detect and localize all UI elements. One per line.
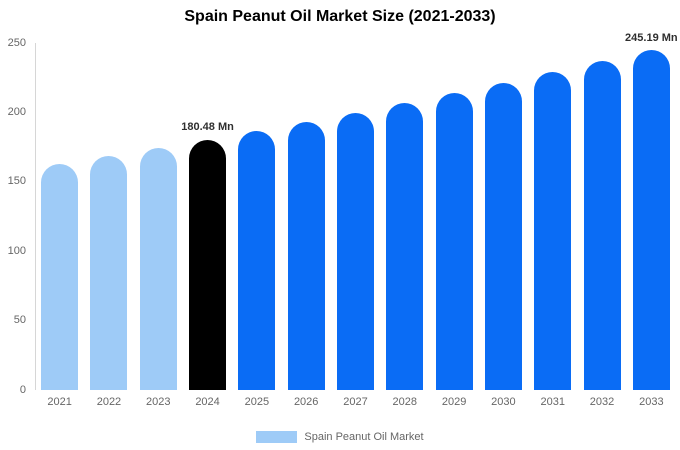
bar-2026[interactable]: [287, 121, 325, 390]
x-tick-label-2029: 2029: [441, 396, 467, 408]
x-tick-label-2023: 2023: [146, 396, 171, 408]
x-tick-label-2022: 2022: [96, 396, 122, 408]
bar-value-label-2024: 180.48 Mn: [181, 121, 234, 134]
x-tick-label-2021: 2021: [47, 396, 72, 408]
bar-2023[interactable]: [139, 147, 177, 390]
legend-label: Spain Peanut Oil Market: [304, 431, 424, 443]
y-tick-label: 100: [7, 244, 26, 257]
x-tick-label-2033: 2033: [639, 396, 664, 408]
y-tick-label: 200: [7, 105, 26, 118]
x-tick-label-2032: 2032: [589, 396, 615, 408]
y-tick-label: 150: [7, 175, 26, 188]
bar-2028[interactable]: [386, 102, 424, 390]
y-tick-label: 0: [19, 383, 26, 396]
x-tick-label-2024: 2024: [195, 396, 220, 408]
x-tick-label-2031: 2031: [540, 396, 565, 408]
x-tick-label-2028: 2028: [392, 396, 418, 408]
plot-area: 2021 2022 2023 2024 2025 2026 2027 2028 2029 2030…: [35, 32, 678, 408]
x-tick-label-2025: 2025: [244, 396, 270, 408]
bar-2027[interactable]: [337, 112, 374, 390]
bar-2025[interactable]: [238, 130, 276, 390]
y-tick-label: 250: [7, 36, 26, 49]
bar-2032[interactable]: [583, 60, 621, 390]
chart-title: Spain Peanut Oil Market Size (2021-2033): [184, 8, 496, 25]
y-axis-line: [35, 43, 36, 390]
y-tick-label: 50: [13, 314, 26, 327]
x-tick-label-2030: 2030: [491, 396, 516, 408]
bar-2022[interactable]: [90, 156, 128, 390]
bar-2029[interactable]: [435, 92, 473, 390]
legend-swatch-icon: [256, 431, 298, 443]
bar-2030[interactable]: [484, 82, 522, 390]
bar-2021[interactable]: [41, 163, 79, 390]
legend[interactable]: Spain Peanut Oil Market: [0, 431, 680, 443]
x-tick-label-2027: 2027: [343, 396, 368, 408]
x-tick-label-2026: 2026: [293, 396, 319, 408]
bar-2033[interactable]: [632, 49, 670, 390]
bar-2024[interactable]: [189, 139, 227, 390]
bar-2031[interactable]: [534, 72, 572, 390]
bar-value-label-2033: 245.19 Mn: [625, 31, 678, 44]
